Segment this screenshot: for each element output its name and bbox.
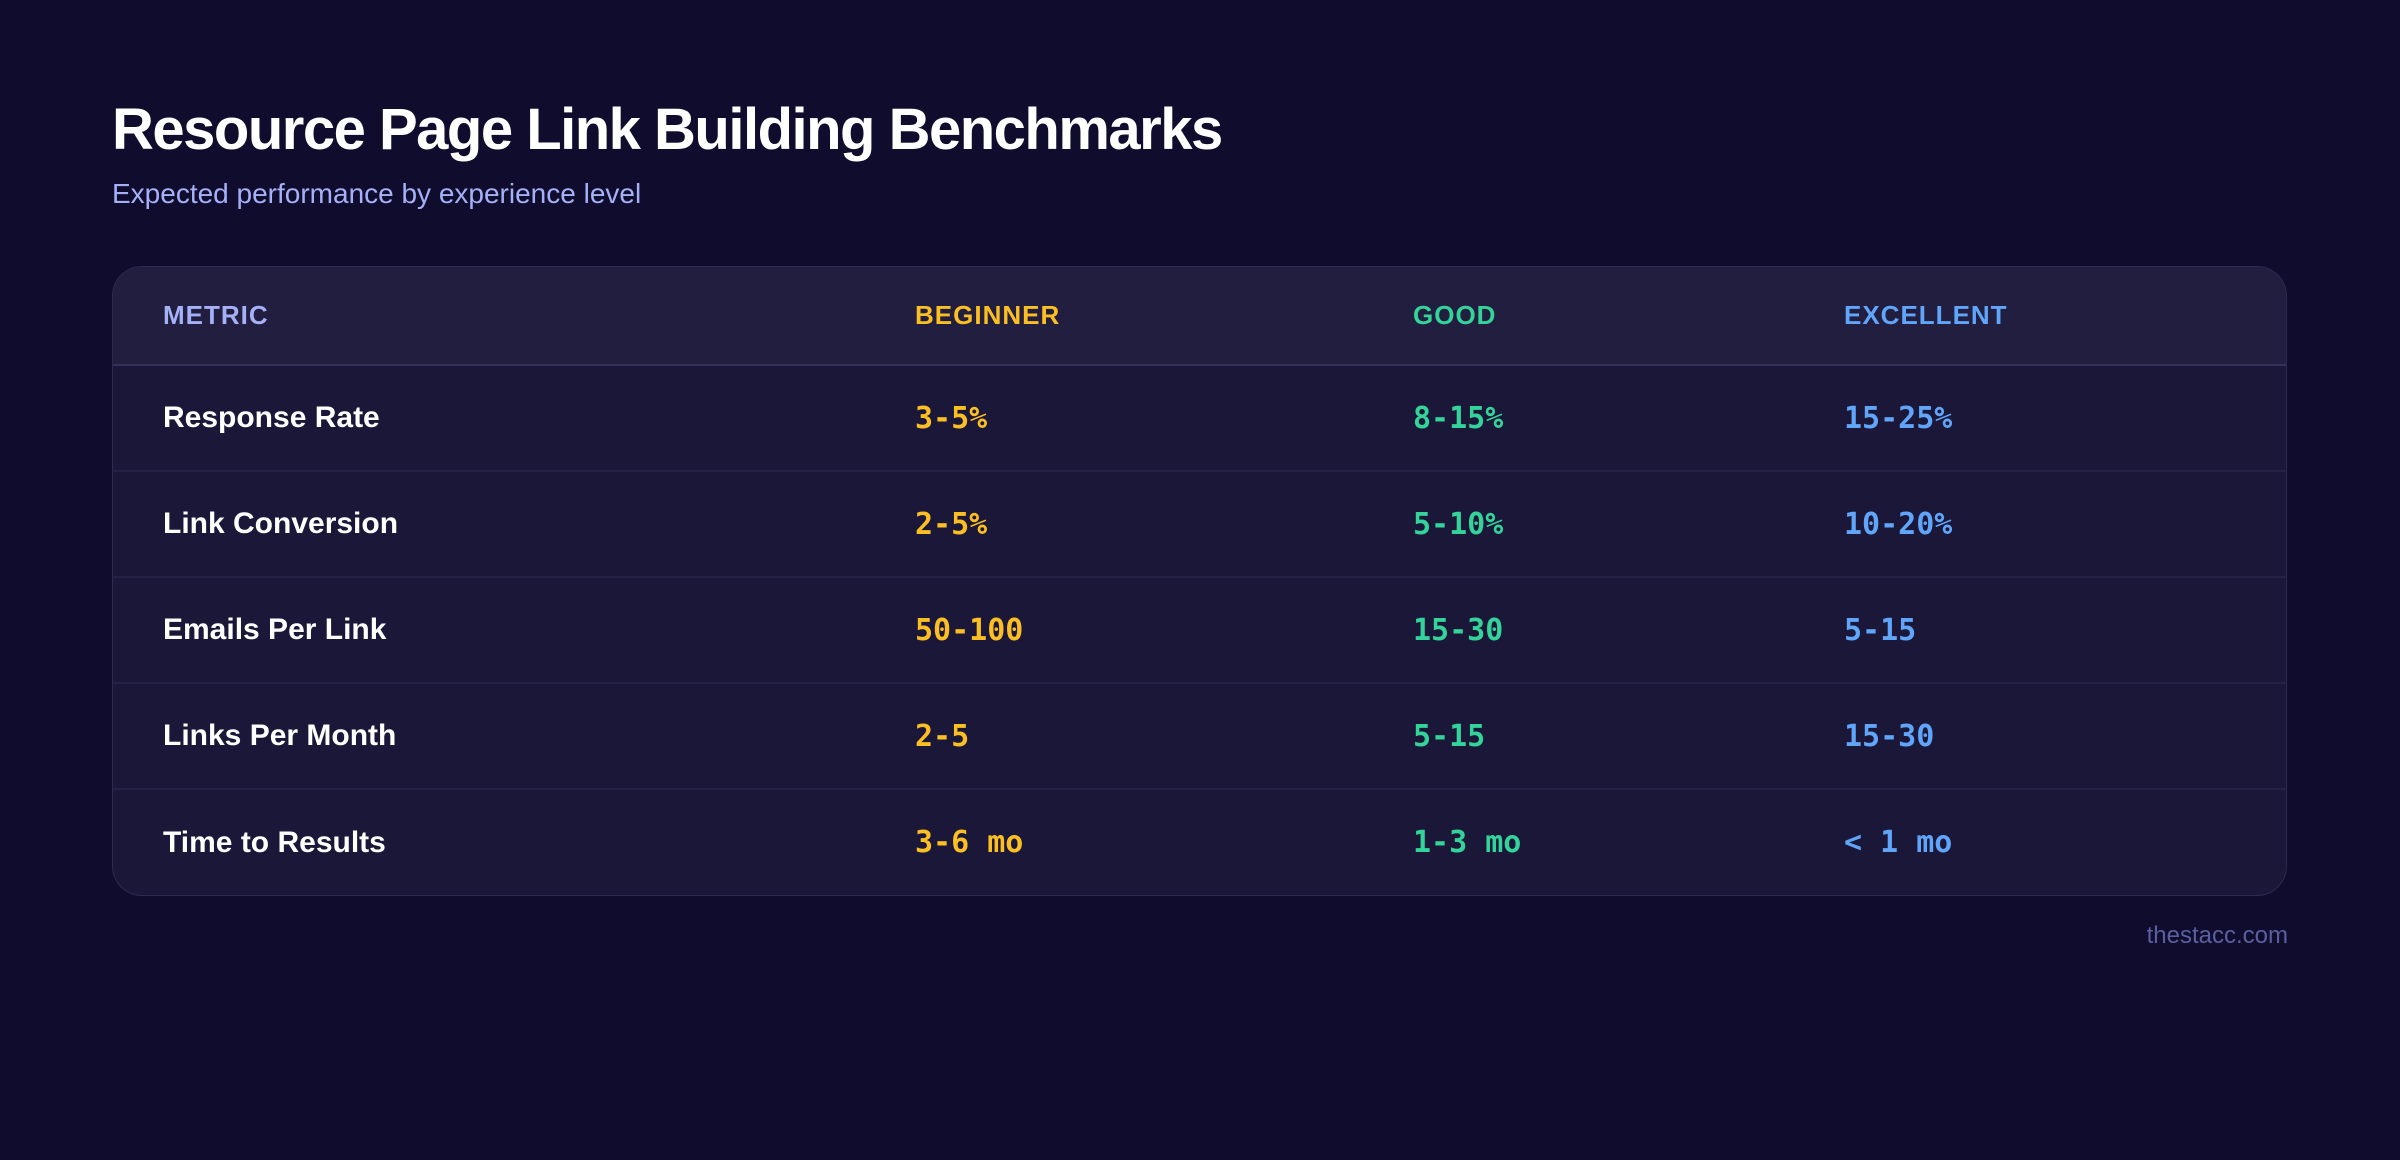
good-value: 15-30: [1413, 576, 1844, 683]
table-row: Response Rate 3-5% 8-15% 15-25%: [113, 365, 2286, 471]
table-header-row: METRIC BEGINNER GOOD EXCELLENT: [113, 267, 2286, 366]
metric-name: Emails Per Link: [113, 576, 915, 683]
column-header-good: GOOD: [1413, 267, 1844, 366]
beginner-value: 2-5: [915, 682, 1413, 789]
column-header-beginner: BEGINNER: [915, 267, 1413, 366]
metric-name: Links Per Month: [113, 682, 915, 789]
beginner-value: 3-5%: [915, 400, 988, 436]
table-row: Emails Per Link 50-100 15-30 5-15: [113, 576, 2286, 683]
page-title: Resource Page Link Building Benchmarks: [112, 97, 1223, 162]
excellent-value: 10-20%: [1844, 470, 2286, 577]
excellent-value: < 1 mo: [1844, 788, 2286, 895]
table-row: Links Per Month 2-5 5-15 15-30: [113, 682, 2286, 789]
excellent-value: 15-25%: [1844, 400, 1953, 436]
good-value: 5-15: [1413, 682, 1844, 789]
metric-name: Time to Results: [113, 788, 915, 895]
table-row: Time to Results 3-6 mo 1-3 mo < 1 mo: [113, 788, 2286, 895]
beginner-value: 2-5%: [915, 470, 1413, 577]
benchmarks-table-card: METRIC BEGINNER GOOD EXCELLENT Response …: [112, 266, 2287, 896]
column-header-metric: METRIC: [113, 267, 915, 366]
page-subtitle: Expected performance by experience level: [112, 178, 642, 209]
good-value: 5-10%: [1413, 470, 1844, 577]
metric-name: Link Conversion: [113, 470, 915, 577]
beginner-value: 50-100: [915, 576, 1413, 683]
column-header-excellent: EXCELLENT: [1844, 267, 2286, 366]
source-credit: thestacc.com: [2146, 922, 2288, 949]
table-row: Link Conversion 2-5% 5-10% 10-20%: [113, 470, 2286, 577]
good-value: 1-3 mo: [1413, 788, 1844, 895]
good-value: 8-15%: [1413, 400, 1504, 436]
benchmarks-table: METRIC BEGINNER GOOD EXCELLENT Response …: [113, 267, 2286, 895]
beginner-value: 3-6 mo: [915, 788, 1413, 895]
excellent-value: 5-15: [1844, 576, 2286, 683]
excellent-value: 15-30: [1844, 682, 2286, 789]
metric-name: Response Rate: [163, 401, 380, 434]
